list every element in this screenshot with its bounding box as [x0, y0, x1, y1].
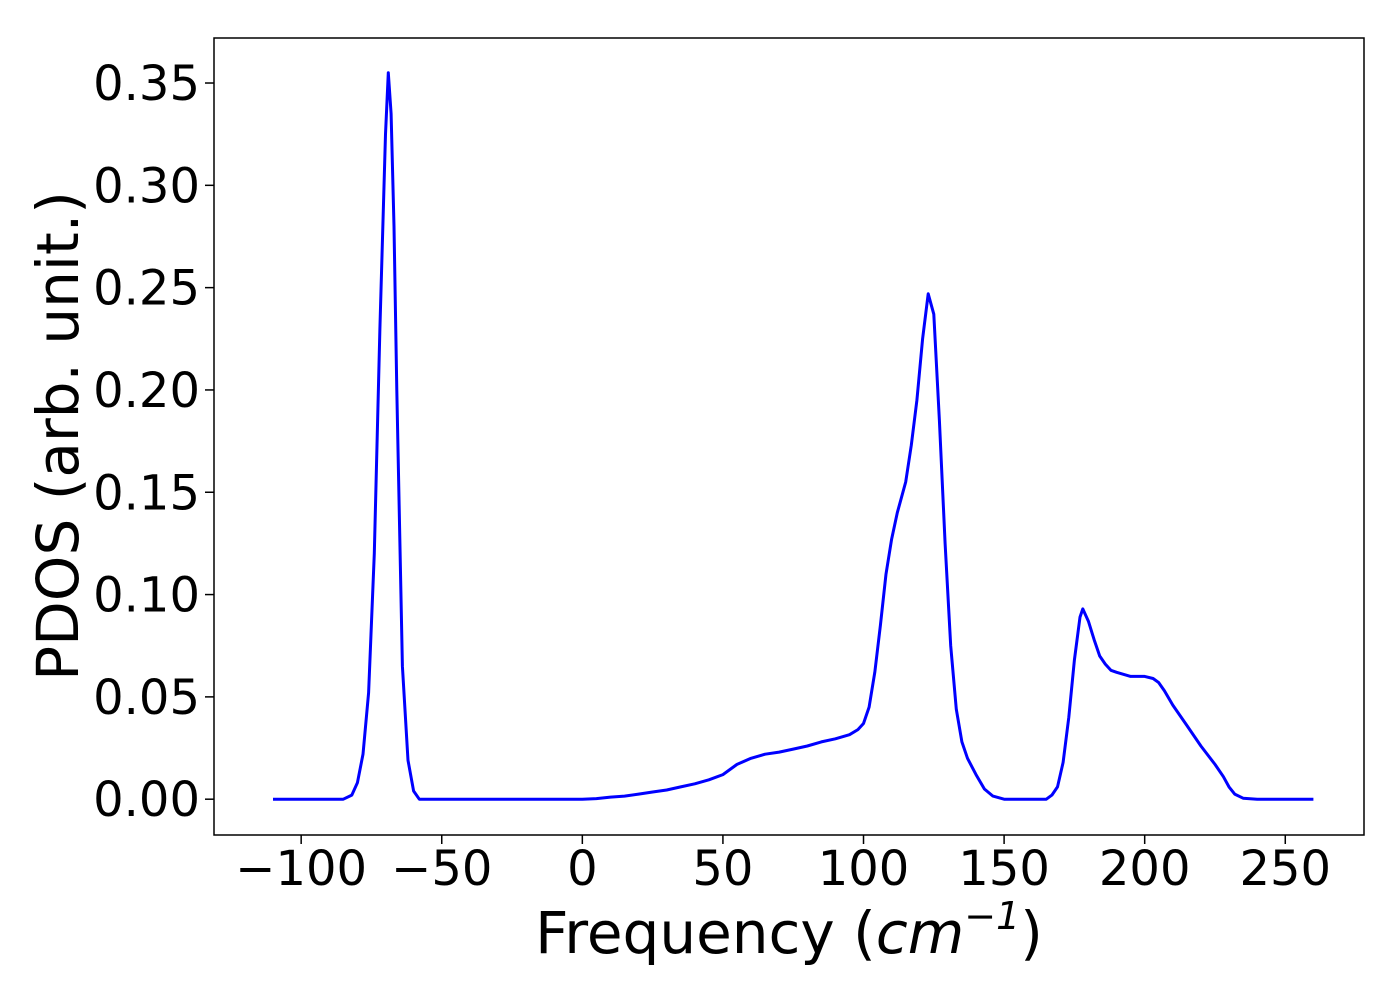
series-line — [273, 71, 1314, 801]
y-tick-label: 0.15 — [93, 465, 200, 521]
y-tick-label: 0.10 — [93, 568, 200, 624]
y-tick-label: 0.30 — [93, 158, 200, 214]
x-tick-label: 200 — [1099, 841, 1191, 897]
x-tick-label: 250 — [1239, 841, 1331, 897]
y-tick-label: 0.20 — [93, 363, 200, 419]
x-tick-label: −100 — [235, 841, 367, 897]
series-layer — [273, 71, 1314, 801]
x-tick-label: 100 — [818, 841, 910, 897]
plot-area-frame — [213, 37, 1365, 836]
x-axis-label: Frequency (cm−1) — [535, 894, 1043, 967]
y-tick-label: 0.05 — [93, 670, 200, 726]
x-tick-label: 50 — [692, 841, 753, 897]
x-axis-ticks: −100 −50 0 50 100 150 200 250 — [235, 835, 1331, 897]
x-tick-label: 150 — [958, 841, 1050, 897]
y-axis-label: PDOS (arb. unit.) — [24, 191, 92, 681]
y-tick-label: 0.35 — [93, 56, 200, 112]
x-tick-label: −50 — [391, 841, 492, 897]
y-tick-label: 0.25 — [93, 261, 200, 317]
x-tick-label: 0 — [567, 841, 598, 897]
y-tick-label: 0.00 — [93, 772, 200, 828]
y-axis-ticks: 0.00 0.05 0.10 0.15 0.20 0.25 0.30 0.35 — [93, 56, 214, 828]
